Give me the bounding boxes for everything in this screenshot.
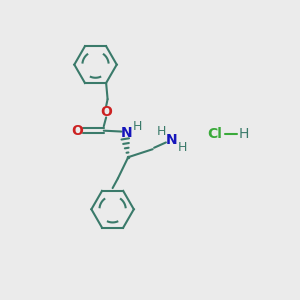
Text: H: H (239, 128, 249, 142)
Text: O: O (100, 104, 112, 118)
Text: N: N (166, 133, 178, 146)
Text: Cl: Cl (207, 128, 222, 142)
Text: H: H (177, 141, 187, 154)
Text: N: N (121, 126, 133, 140)
Text: O: O (71, 124, 83, 138)
Text: H: H (157, 125, 166, 138)
Text: H: H (133, 120, 142, 133)
